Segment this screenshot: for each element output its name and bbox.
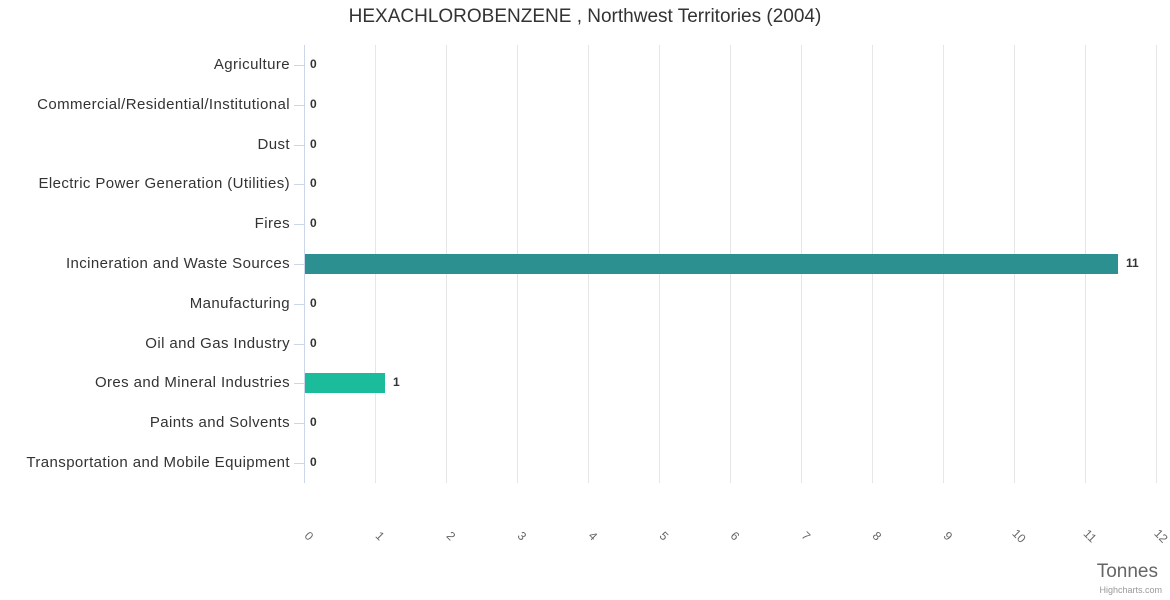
category-tick xyxy=(294,184,304,186)
highcharts-credit-link[interactable]: Highcharts.com xyxy=(1099,585,1162,595)
data-label: 0 xyxy=(310,96,317,111)
category-label: Electric Power Generation (Utilities) xyxy=(38,175,290,193)
value-axis-tick-label: 5 xyxy=(656,528,672,544)
category-label: Manufacturing xyxy=(189,294,290,312)
bar[interactable] xyxy=(305,373,385,394)
value-axis-tick-label: 9 xyxy=(940,528,956,544)
category-tick xyxy=(294,463,304,465)
category-label: Paints and Solvents xyxy=(149,414,290,432)
value-axis-tick-label: 12 xyxy=(1151,526,1170,546)
category-tick xyxy=(294,423,304,425)
value-axis-tick-label: 8 xyxy=(869,528,885,544)
category-label: Agriculture xyxy=(213,55,290,73)
chart-title: HEXACHLOROBENZENE , Northwest Territorie… xyxy=(348,6,822,27)
category-label: Transportation and Mobile Equipment xyxy=(26,454,290,472)
data-label: 0 xyxy=(310,216,317,231)
category-tick xyxy=(294,303,304,305)
category-axis-line xyxy=(304,45,305,483)
category-tick xyxy=(294,224,304,226)
data-label: 0 xyxy=(310,136,317,151)
category-tick xyxy=(294,104,304,106)
value-axis-tick-label: 4 xyxy=(585,528,601,544)
value-axis-tick-label: 10 xyxy=(1009,526,1029,546)
category-tick xyxy=(294,383,304,385)
value-axis-tick-label: 2 xyxy=(443,528,459,544)
data-label: 0 xyxy=(310,56,317,71)
category-label: Oil and Gas Industry xyxy=(145,334,290,352)
value-axis-tick-label: 0 xyxy=(301,528,317,544)
category-label: Fires xyxy=(254,215,290,233)
value-axis-tick-label: 11 xyxy=(1080,526,1100,546)
value-axis-title: Tonnes xyxy=(1096,561,1158,582)
data-label: 0 xyxy=(310,335,317,350)
data-label: 0 xyxy=(310,176,317,191)
value-axis-tick-label: 6 xyxy=(727,528,743,544)
category-tick xyxy=(294,144,304,146)
data-label: 11 xyxy=(1126,256,1139,270)
value-axis-tick-label: 3 xyxy=(514,528,530,544)
value-axis-tick-label: 7 xyxy=(798,528,814,544)
bar[interactable] xyxy=(305,254,1118,274)
category-tick xyxy=(294,343,304,345)
value-axis-tick-label: 1 xyxy=(372,528,388,544)
category-label: Dust xyxy=(257,135,290,153)
data-label: 0 xyxy=(310,415,317,430)
data-label: 0 xyxy=(310,295,317,310)
category-label: Incineration and Waste Sources xyxy=(65,255,290,272)
grid-line xyxy=(1156,45,1157,483)
category-label: Ores and Mineral Industries xyxy=(94,374,290,392)
data-label: 1 xyxy=(393,375,400,390)
data-label: 0 xyxy=(310,455,317,470)
category-tick xyxy=(294,64,304,66)
category-label: Commercial/Residential/Institutional xyxy=(37,95,290,113)
category-tick xyxy=(294,264,304,265)
